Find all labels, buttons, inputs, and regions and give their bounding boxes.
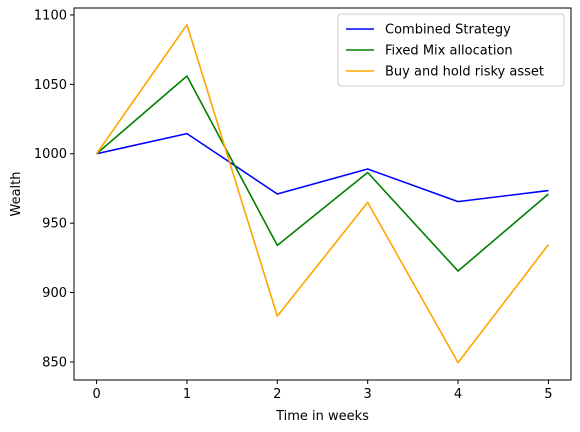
x-tick-label-3: 3 (364, 387, 372, 402)
y-tick-label-2: 950 (42, 217, 67, 232)
legend-label-2: Buy and hold risky asset (385, 65, 544, 80)
x-tick-label-1: 1 (183, 387, 191, 402)
legend-label-1: Fixed Mix allocation (385, 44, 513, 59)
x-tick-label-0: 0 (92, 387, 100, 402)
x-tick-label-5: 5 (544, 387, 552, 402)
legend-label-0: Combined Strategy (385, 23, 511, 38)
plot-area-frame (73, 7, 572, 381)
y-tick-label-0: 850 (42, 355, 67, 370)
y-tick-label-1: 900 (42, 286, 67, 301)
series-line-0 (96, 132, 549, 203)
y-tick-label-4: 1050 (34, 78, 67, 93)
y-axis-ticks: 850 900 950 1000 1050 1100 (34, 8, 74, 370)
legend: Combined Strategy Fixed Mix allocation Buy… (337, 13, 565, 87)
series-line-2 (95, 23, 550, 364)
x-tick-label-4: 4 (454, 387, 462, 402)
x-tick-label-2: 2 (273, 387, 281, 402)
legend-box (337, 13, 565, 87)
x-axis-label: Time in weeks (275, 409, 369, 424)
y-tick-label-3: 1000 (34, 147, 67, 162)
series-line-1 (96, 75, 549, 272)
x-axis-ticks: 0 1 2 3 4 5 (92, 380, 553, 402)
y-tick-label-5: 1100 (34, 8, 67, 23)
series-lines (95, 23, 550, 364)
y-axis-label: Wealth (9, 171, 24, 216)
